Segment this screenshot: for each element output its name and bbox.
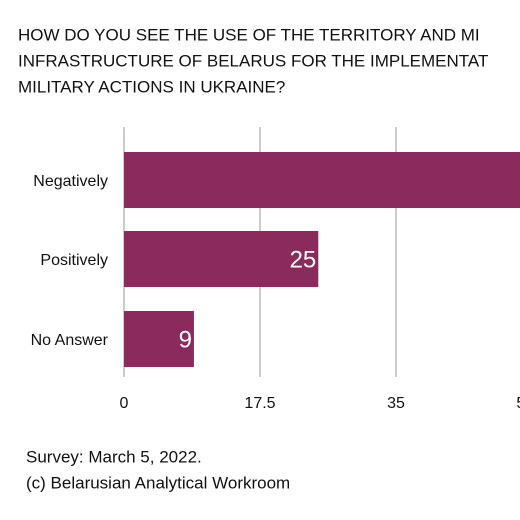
- x-tick-label: 52.5: [516, 395, 520, 412]
- data-label: 25: [290, 246, 317, 273]
- data-label: 9: [179, 326, 192, 353]
- chart-title: MILITARY ACTIONS IN UKRAINE?: [18, 77, 285, 96]
- footnote: Survey: March 5, 2022.: [26, 447, 202, 466]
- x-tick-label: 17.5: [244, 395, 275, 412]
- y-tick-label: No Answer: [31, 332, 109, 349]
- bar: [124, 311, 194, 367]
- footnote: (c) Belarusian Analytical Workroom: [26, 473, 290, 492]
- x-tick-label: 35: [387, 395, 405, 412]
- chart-title: INFRASTRUCTURE OF BELARUS FOR THE IMPLEM…: [18, 51, 488, 70]
- y-tick-label: Positively: [40, 252, 108, 269]
- bar: [124, 231, 319, 287]
- y-tick-label: Negatively: [33, 173, 108, 190]
- x-tick-label: 0: [120, 395, 129, 412]
- bar: [124, 152, 520, 208]
- chart-title: HOW DO YOU SEE THE USE OF THE TERRITORY …: [18, 25, 480, 44]
